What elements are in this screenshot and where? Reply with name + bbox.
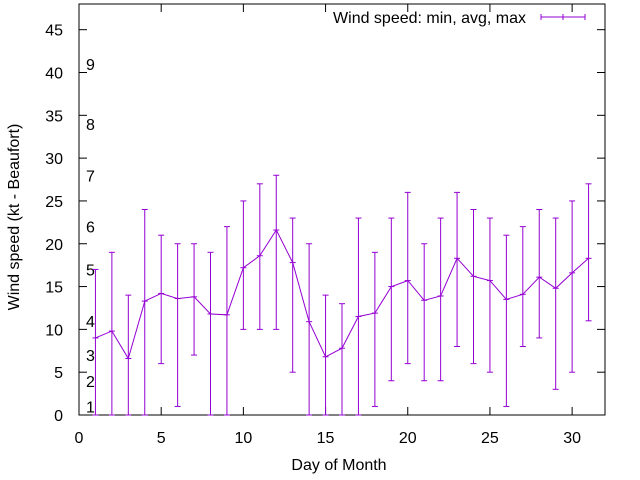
y-tick-label: 30 [45, 151, 63, 168]
beaufort-label: 1 [86, 399, 95, 416]
y-tick-label: 5 [54, 365, 63, 382]
beaufort-label: 9 [86, 57, 95, 74]
legend: Wind speed: min, avg, max [333, 10, 586, 27]
beaufort-label: 4 [86, 314, 95, 331]
y-tick-label: 10 [45, 322, 63, 339]
beaufort-label: 6 [86, 220, 95, 237]
x-tick-label: 5 [157, 430, 166, 447]
x-tick-label: 25 [481, 430, 499, 447]
x-tick-label: 15 [317, 430, 335, 447]
y-tick-label: 45 [45, 23, 63, 40]
beaufort-label: 7 [86, 168, 95, 185]
y-tick-label: 40 [45, 66, 63, 83]
y-tick-label: 0 [54, 408, 63, 425]
beaufort-label: 2 [86, 374, 95, 391]
legend-label: Wind speed: min, avg, max [333, 10, 526, 27]
x-tick-label: 0 [75, 430, 84, 447]
y-tick-label: 15 [45, 280, 63, 297]
y-tick-label: 35 [45, 108, 63, 125]
x-axis-ticks: 0 5 10 15 20 25 30 [75, 4, 581, 447]
y-axis-label: Wind speed (kt - Beaufort) [6, 124, 23, 311]
x-axis-label: Day of Month [291, 457, 386, 474]
x-tick-label: 30 [563, 430, 581, 447]
beaufort-label: 5 [86, 262, 95, 279]
y-tick-label: 25 [45, 194, 63, 211]
beaufort-label: 3 [86, 348, 95, 365]
x-tick-label: 10 [234, 430, 252, 447]
beaufort-label: 8 [86, 117, 95, 134]
beaufort-scale-labels: 1 2 3 4 5 6 7 8 9 [86, 57, 95, 417]
x-tick-label: 20 [399, 430, 417, 447]
y-tick-label: 20 [45, 237, 63, 254]
series-wind-speed [92, 174, 592, 416]
